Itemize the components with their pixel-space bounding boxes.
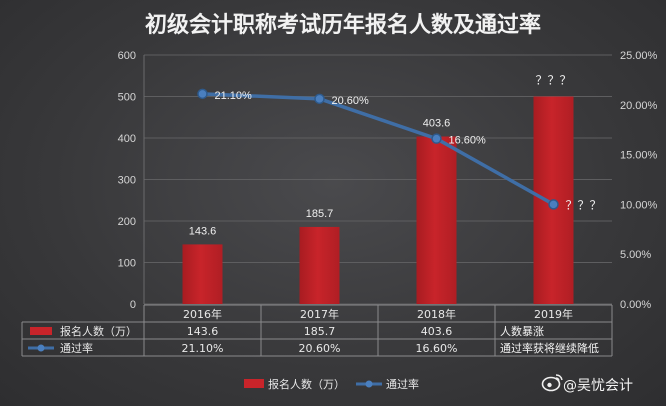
bar-data-label: ？？？ [535, 74, 571, 88]
y-left-tick-label: 200 [118, 216, 136, 228]
line-point-2018年 [431, 133, 442, 144]
legend-key-bar [244, 379, 264, 388]
line-point-2019年 [548, 199, 559, 210]
bar-data-label: 143.6 [189, 225, 217, 237]
line-path [202, 92, 555, 206]
line-series: 21.10% 20.60% 16.60% ？？？ [197, 88, 602, 212]
chart-title: 初级会计职称考试历年报名人数及通过率 [145, 12, 541, 38]
x-axis-tick-label: 2016年 [183, 307, 222, 321]
y-left-tick-label: 300 [118, 175, 136, 187]
table-cell: 16.60% [416, 342, 458, 355]
table-key-bar [30, 327, 52, 335]
y-axis-right-ticks: 0.00% 5.00% 10.00% 15.00% 20.00% 25.00% [620, 50, 658, 311]
y-left-tick-label: 400 [118, 133, 136, 145]
y-right-tick-label: 15.00% [620, 150, 658, 162]
y-right-tick-label: 10.00% [620, 199, 658, 211]
y-left-tick-label: 500 [118, 92, 136, 104]
bar-data-label: 403.6 [423, 118, 451, 130]
legend-item-bar: 报名人数（万） [268, 377, 345, 391]
x-axis-tick-label: 2019年 [534, 307, 573, 321]
legend-key-marker [365, 380, 373, 388]
bar-data-label: 185.7 [306, 208, 334, 220]
y-right-tick-label: 20.00% [620, 100, 658, 112]
table-cell: 20.60% [299, 342, 341, 355]
y-right-tick-label: 0.00% [620, 299, 651, 311]
weibo-icon [541, 374, 563, 392]
table-key-marker [37, 344, 45, 352]
table-cell: 21.10% [182, 342, 224, 355]
legend-item-line: 通过率 [386, 377, 419, 391]
watermark-text: @吴忧会计 [563, 378, 633, 394]
table-note: 通过率获将继续降低 [500, 341, 599, 355]
table-row-label: 通过率 [60, 341, 93, 355]
y-left-tick-label: 0 [130, 299, 136, 311]
line-data-label: 16.60% [449, 135, 487, 147]
legend: 报名人数（万） 通过率 [244, 377, 419, 391]
bar-series: 143.6 185.7 403.6 ？？？ [182, 74, 574, 304]
x-axis-tick-label: 2017年 [300, 307, 339, 321]
table-row-label: 报名人数（万） [60, 324, 137, 338]
y-left-tick-label: 100 [118, 258, 136, 270]
line-data-label: 21.10% [215, 90, 253, 102]
bar-2017年 [299, 226, 340, 304]
table-cell: 185.7 [304, 325, 336, 338]
table-note: 人数暴涨 [500, 325, 544, 338]
line-point-2016年 [197, 88, 208, 100]
x-axis-tick-label: 2018年 [417, 307, 456, 321]
bar-2018年 [416, 136, 457, 304]
y-right-tick-label: 5.00% [620, 249, 651, 261]
line-data-label: 20.60% [332, 95, 370, 107]
line-point-2017年 [314, 93, 325, 105]
line-data-label: ？？？ [566, 198, 602, 212]
table-cell: 143.6 [187, 325, 219, 338]
watermark: @吴忧会计 [541, 374, 633, 394]
y-right-tick-label: 25.00% [620, 50, 658, 62]
table-cell: 403.6 [421, 325, 453, 338]
y-axis-left-ticks: 0 100 200 300 400 500 600 [118, 50, 136, 311]
bar-2016年 [182, 244, 223, 304]
y-left-tick-label: 600 [118, 50, 136, 62]
